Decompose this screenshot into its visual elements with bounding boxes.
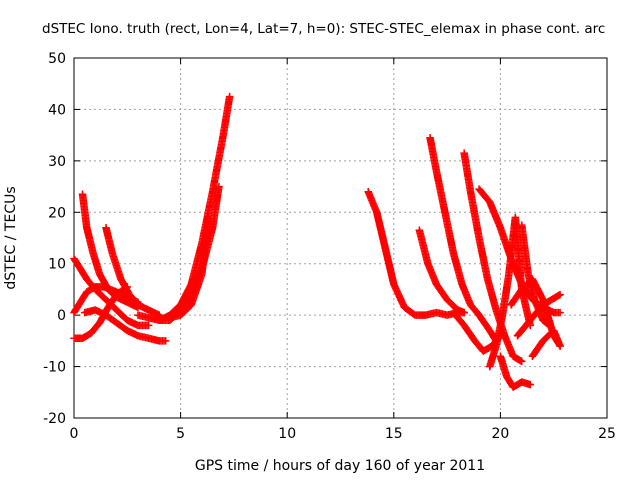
data-series-15 xyxy=(449,308,505,355)
x-tick-label: 10 xyxy=(278,426,296,442)
x-axis-label: GPS time / hours of day 160 of year 2011 xyxy=(195,458,485,474)
y-tick-label: 20 xyxy=(48,205,66,221)
data-series-13 xyxy=(460,149,526,366)
data-point xyxy=(545,321,554,330)
plot-frame xyxy=(73,57,608,419)
y-tick-label: 40 xyxy=(48,102,66,118)
data-series-5 xyxy=(70,283,132,343)
data-series-19 xyxy=(517,221,554,330)
data-point xyxy=(122,283,130,292)
data-series-12 xyxy=(426,133,500,345)
data-point xyxy=(215,182,223,191)
y-tick-label: 0 xyxy=(57,308,66,324)
x-tick-label: 15 xyxy=(385,426,403,442)
y-tick-label: -20 xyxy=(43,411,66,427)
data-point xyxy=(225,92,234,101)
data-point xyxy=(161,337,170,345)
data-series-9 xyxy=(166,213,213,322)
data-series-17 xyxy=(496,352,534,391)
data-point xyxy=(544,320,553,329)
data-points xyxy=(70,92,564,391)
data-point xyxy=(204,213,213,222)
x-tick-label: 20 xyxy=(491,426,509,442)
chart-title: dSTEC Iono. truth (rect, Lon=4, Lat=7, h… xyxy=(42,21,605,37)
grid xyxy=(74,58,607,418)
y-tick-label: 50 xyxy=(48,51,66,67)
data-series-20 xyxy=(513,290,564,340)
x-tick-label: 25 xyxy=(598,426,616,442)
data-series-7 xyxy=(134,92,234,325)
x-tick-label: 0 xyxy=(70,426,79,442)
y-tick-label: -10 xyxy=(43,360,66,376)
data-point xyxy=(556,308,564,317)
data-series-11 xyxy=(415,226,468,317)
data-point xyxy=(144,321,153,330)
data-series-21 xyxy=(528,326,564,361)
data-point xyxy=(556,290,564,299)
x-tick-label: 5 xyxy=(176,426,185,442)
data-point xyxy=(123,283,132,291)
axis-ticks: 0 5 10 15 20 25 -20 -10 0 10 20 30 40 50 xyxy=(43,51,616,442)
data-point xyxy=(460,308,468,317)
data-series-6 xyxy=(80,306,170,345)
y-axis-label: dSTEC / TECUs xyxy=(3,186,19,289)
data-point xyxy=(556,342,564,350)
data-point xyxy=(134,298,142,307)
y-tick-label: 10 xyxy=(48,257,66,273)
data-point xyxy=(526,380,534,389)
data-point xyxy=(517,357,526,366)
y-tick-label: 30 xyxy=(48,154,66,170)
